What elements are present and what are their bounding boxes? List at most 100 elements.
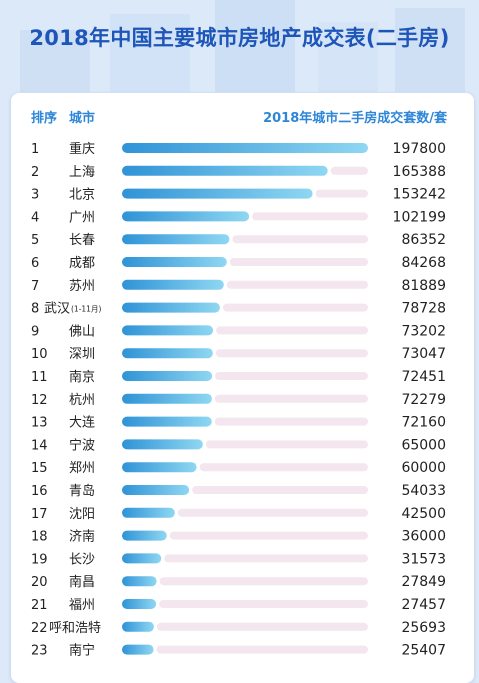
- rank-label: 2: [31, 165, 39, 180]
- city-label: 武汉: [44, 302, 70, 317]
- rank-label: 6: [31, 256, 39, 271]
- bar: [122, 485, 190, 495]
- city-label: 沈阳: [69, 507, 95, 522]
- city-label: 广州: [69, 210, 95, 225]
- bar-track: [159, 600, 368, 608]
- rank-label: 5: [31, 233, 39, 248]
- value-label: 54033: [401, 483, 446, 499]
- bar: [122, 279, 224, 290]
- chart-title: 2018年中国主要城市房地产成交表(二手房): [29, 26, 450, 50]
- bar-track: [164, 554, 368, 563]
- bar: [122, 393, 212, 404]
- bar-track: [222, 303, 368, 312]
- bar-track: [229, 258, 368, 266]
- bar-track: [330, 166, 368, 175]
- bar: [122, 439, 203, 450]
- city-label: 青岛: [69, 483, 95, 499]
- rank-label: 1: [31, 142, 39, 157]
- city-label: 南宁: [69, 643, 95, 659]
- city-label: 长春: [69, 233, 95, 248]
- city-label: 苏州: [69, 278, 95, 294]
- bar-track: [232, 235, 368, 244]
- bar-track: [214, 394, 368, 403]
- city-label: 佛山: [69, 324, 95, 339]
- bar: [122, 188, 313, 199]
- rank-label: 15: [31, 461, 48, 476]
- bar: [122, 211, 250, 222]
- rank-label: 18: [31, 530, 48, 545]
- value-label: 42500: [401, 506, 446, 522]
- city-label: 济南: [69, 529, 95, 545]
- city-label: 宁波: [69, 437, 95, 453]
- value-label: 153242: [393, 187, 446, 203]
- bar: [122, 576, 157, 587]
- value-label: 65000: [401, 437, 446, 453]
- bar-track: [252, 212, 368, 221]
- bar-track: [214, 417, 368, 426]
- rank-label: 8: [31, 302, 39, 317]
- city-label: 北京: [69, 188, 95, 203]
- city-column-header: 城市: [69, 111, 96, 126]
- rank-label: 4: [31, 210, 39, 225]
- city-label: 上海: [69, 165, 95, 180]
- bar-track: [205, 440, 368, 449]
- city-label: 深圳: [69, 347, 95, 362]
- rank-label: 23: [31, 644, 48, 659]
- bar: [122, 302, 220, 313]
- value-label: 60000: [401, 460, 446, 476]
- bar: [122, 599, 157, 609]
- bar-track: [156, 622, 368, 631]
- period-note: (1-11月): [71, 305, 101, 314]
- city-label: 呼和浩特: [49, 621, 101, 636]
- bar-track: [159, 577, 368, 586]
- bar: [122, 143, 368, 153]
- city-label: 南昌: [69, 574, 95, 590]
- bar-track: [215, 372, 368, 380]
- bar: [122, 507, 175, 518]
- bar-track: [169, 531, 368, 540]
- value-label: 197800: [393, 141, 446, 157]
- bar-track: [215, 349, 368, 358]
- city-label: 南京: [69, 369, 95, 385]
- rank-label: 13: [31, 416, 48, 431]
- bar: [122, 234, 230, 245]
- background-buildings: [20, 0, 465, 92]
- value-label: 73047: [401, 346, 446, 362]
- bar: [122, 530, 167, 541]
- bar: [122, 462, 197, 473]
- rank-label: 11: [31, 370, 48, 385]
- city-label: 成都: [69, 256, 95, 271]
- bar: [122, 165, 328, 176]
- value-label: 72451: [401, 369, 446, 385]
- bar: [122, 325, 214, 336]
- rank-label: 12: [31, 393, 48, 408]
- value-label: 81889: [401, 278, 446, 294]
- value-label: 36000: [401, 529, 446, 545]
- bar-track: [199, 463, 368, 472]
- value-label: 84268: [401, 255, 446, 271]
- value-label: 31573: [401, 551, 446, 567]
- value-label: 165388: [393, 164, 446, 180]
- value-label: 25693: [401, 620, 446, 636]
- bar: [122, 257, 227, 267]
- rank-label: 20: [31, 575, 48, 590]
- rank-label: 21: [31, 598, 48, 613]
- bar: [122, 416, 212, 427]
- bar-track: [226, 280, 368, 289]
- city-label: 重庆: [69, 141, 95, 157]
- value-column-header: 2018年城市二手房成交套数/套: [263, 111, 447, 126]
- rank-column-header: 排序: [31, 111, 58, 126]
- value-label: 73202: [401, 323, 446, 339]
- rank-label: 17: [31, 507, 48, 522]
- city-label: 大连: [69, 415, 95, 431]
- rank-label: 7: [31, 279, 39, 294]
- value-label: 78728: [401, 301, 446, 317]
- bar-track: [177, 508, 368, 517]
- bar-chart: 1 重庆 197800 2 上海 165388 3 北京 153242 4 广州 102199 5 长春 8…: [31, 141, 446, 659]
- rank-label: 3: [31, 188, 39, 203]
- city-label: 郑州: [69, 461, 95, 476]
- value-label: 86352: [401, 232, 446, 248]
- value-label: 102199: [393, 209, 446, 225]
- value-label: 27457: [401, 597, 446, 613]
- value-label: 72279: [401, 392, 446, 408]
